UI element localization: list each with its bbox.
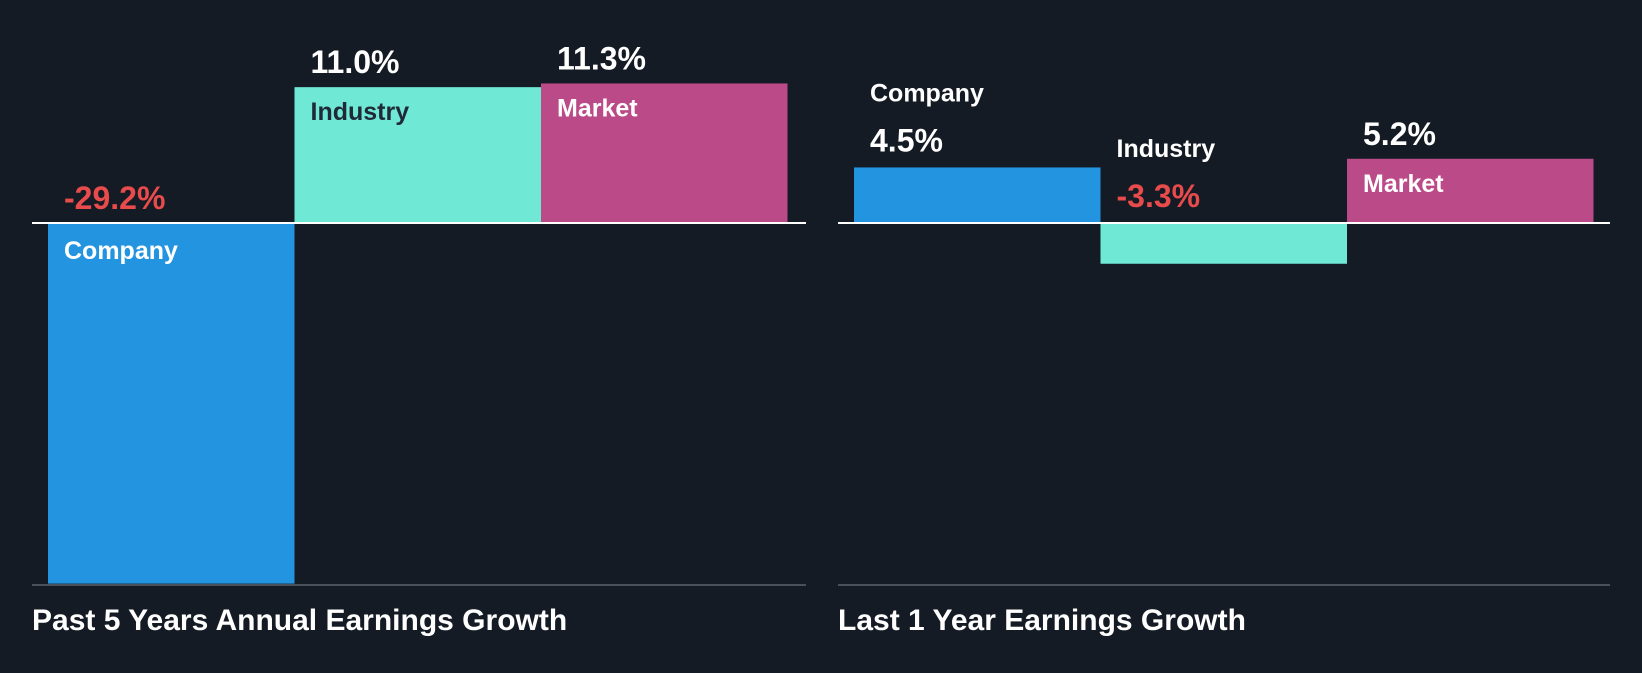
bar-industry-last-1-year	[1100, 223, 1347, 264]
bar-market-past-5-years	[541, 83, 788, 223]
bar-industry-past-5-years	[294, 87, 541, 224]
category-label-industry-past-5-years: Industry	[311, 98, 410, 126]
category-label-market-past-5-years: Market	[557, 94, 638, 122]
category-label-company-past-5-years: Company	[64, 237, 178, 265]
category-label-industry-last-1-year: Industry	[1117, 135, 1216, 163]
value-label-company-past-5-years: -29.2%	[64, 180, 165, 216]
value-label-industry-last-1-year: -3.3%	[1117, 178, 1201, 214]
value-label-industry-past-5-years: 11.0%	[311, 44, 400, 80]
value-label-market-past-5-years: 11.3%	[557, 40, 646, 76]
category-label-market-last-1-year: Market	[1363, 170, 1444, 198]
bar-market-last-1-year	[1347, 158, 1594, 223]
category-label-company-last-1-year: Company	[870, 79, 984, 107]
bar-company-past-5-years	[48, 223, 295, 584]
panel-title-past-5-years: Past 5 Years Annual Earnings Growth	[32, 604, 568, 637]
value-label-company-last-1-year: 4.5%	[870, 122, 943, 158]
value-label-market-last-1-year: 5.2%	[1363, 116, 1436, 152]
panel-title-last-1-year: Last 1 Year Earnings Growth	[838, 604, 1246, 637]
bar-company-last-1-year	[854, 167, 1101, 223]
